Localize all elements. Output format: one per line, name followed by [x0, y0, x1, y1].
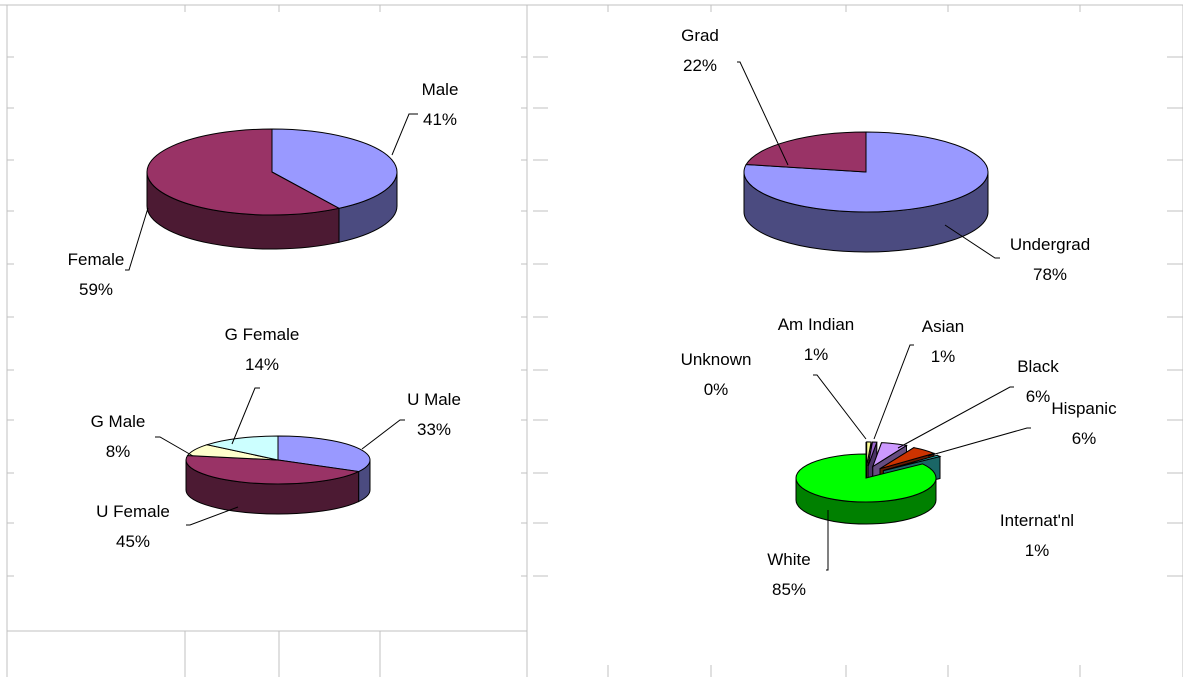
slice-label-male: Male — [422, 80, 459, 99]
slice-label-grad: Grad — [681, 26, 719, 45]
leader-line — [155, 436, 194, 457]
spreadsheet-grid — [0, 4, 1183, 677]
slice-u-female — [185, 454, 361, 485]
slice-percent-white: 85% — [772, 580, 806, 599]
slice-label-g-male: G Male — [91, 412, 146, 431]
slice-percent-g-female: 14% — [245, 355, 279, 374]
leader-line — [737, 61, 789, 166]
slice-percent-g-male: 8% — [106, 442, 131, 461]
slice-percent-hispanic: 6% — [1072, 429, 1097, 448]
slice-label-female: Female — [68, 250, 125, 269]
slice-label-hispanic: Hispanic — [1051, 399, 1117, 418]
leader-line — [944, 224, 1000, 259]
slice-label-black: Black — [1017, 357, 1059, 376]
leader-line — [927, 427, 1031, 457]
leader-line — [826, 510, 829, 571]
slice-female — [146, 128, 341, 216]
slice-g-female — [205, 435, 279, 461]
pie-chart-1: Male 41% Female 59% — [68, 80, 459, 299]
slice-label-white: White — [767, 550, 810, 569]
slice-internat-nl — [883, 454, 942, 472]
slice-hispanic — [879, 447, 936, 470]
slice-percent-u-male: 33% — [417, 420, 451, 439]
slice-label-undergrad: Undergrad — [1010, 235, 1090, 254]
slice-label-am-indian: Am Indian — [778, 315, 855, 334]
slice-percent-internat-nl: 1% — [1025, 541, 1050, 560]
slice-percent-unknown: 0% — [704, 380, 729, 399]
slice-percent-undergrad: 78% — [1033, 265, 1067, 284]
slice-am-indian — [866, 441, 872, 466]
slice-label-unknown: Unknown — [681, 350, 752, 369]
leader-line — [897, 386, 1014, 449]
slice-label-internat-nl: Internat'nl — [1000, 511, 1074, 530]
charts: Male 41% Female 59% Undergrad 78% Grad 22% U Mal… — [68, 26, 1117, 599]
slice-label-u-female: U Female — [96, 502, 170, 521]
slice-percent-female: 59% — [79, 280, 113, 299]
slice-u-male — [277, 435, 371, 473]
slice-percent-black: 6% — [1026, 387, 1051, 406]
leader-line — [231, 387, 260, 445]
leader-line — [873, 344, 914, 440]
leader-line — [391, 113, 418, 156]
leader-line — [361, 419, 405, 450]
pie-chart-4: Am Indian1%Asian1%Black6%Hispanic6%Inter… — [681, 315, 1118, 599]
leader-line — [125, 207, 149, 271]
slice-percent-u-female: 45% — [116, 532, 150, 551]
leader-line — [813, 374, 867, 440]
slice-percent-am-indian: 1% — [804, 345, 829, 364]
slice-asian — [867, 441, 878, 467]
slice-percent-grad: 22% — [683, 56, 717, 75]
slice-label-u-male: U Male — [407, 390, 461, 409]
slice-label-asian: Asian — [922, 317, 965, 336]
slice-grad — [745, 131, 867, 173]
pie-chart-3: U Male 33% U Female 45% G Male 8% G Female 14% — [91, 325, 461, 551]
slice-percent-male: 41% — [423, 110, 457, 129]
pie-chart-2: Undergrad 78% Grad 22% — [681, 26, 1090, 284]
slice-black — [871, 442, 908, 468]
slice-label-g-female: G Female — [225, 325, 300, 344]
slice-white — [795, 453, 937, 503]
leader-line — [186, 506, 239, 526]
slice-percent-asian: 1% — [931, 347, 956, 366]
